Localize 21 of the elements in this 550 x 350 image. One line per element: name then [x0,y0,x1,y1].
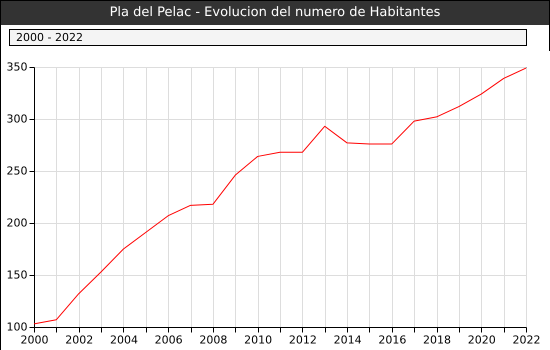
x-tick-label: 2020 [468,334,496,346]
x-tick-label: 2012 [288,334,317,346]
y-tick-label: 250 [6,164,28,178]
chart-subtitle: 2000 - 2022 [9,29,527,46]
x-tick-label: 2022 [512,334,540,346]
y-tick-label: 150 [6,268,28,282]
x-tick-label: 2016 [378,334,406,346]
x-tick-label: 2008 [199,334,228,346]
chart-title: Pla del Pelac - Evolucion del numero de Habitantes [1,1,549,25]
line-series [34,68,526,324]
y-tick-label: 350 [6,60,28,74]
x-tick-label: 2004 [110,334,138,346]
x-tick-label: 2018 [423,334,452,346]
x-tick-label: 2000 [20,334,48,346]
x-tick-label: 2014 [334,334,362,346]
x-tick-label: 2006 [154,334,183,346]
y-tick-label: 300 [6,112,28,126]
y-tick-label: 100 [6,320,28,334]
x-tick-label: 2010 [244,334,272,346]
y-tick-label: 200 [6,216,28,230]
x-tick-label: 2002 [65,334,94,346]
